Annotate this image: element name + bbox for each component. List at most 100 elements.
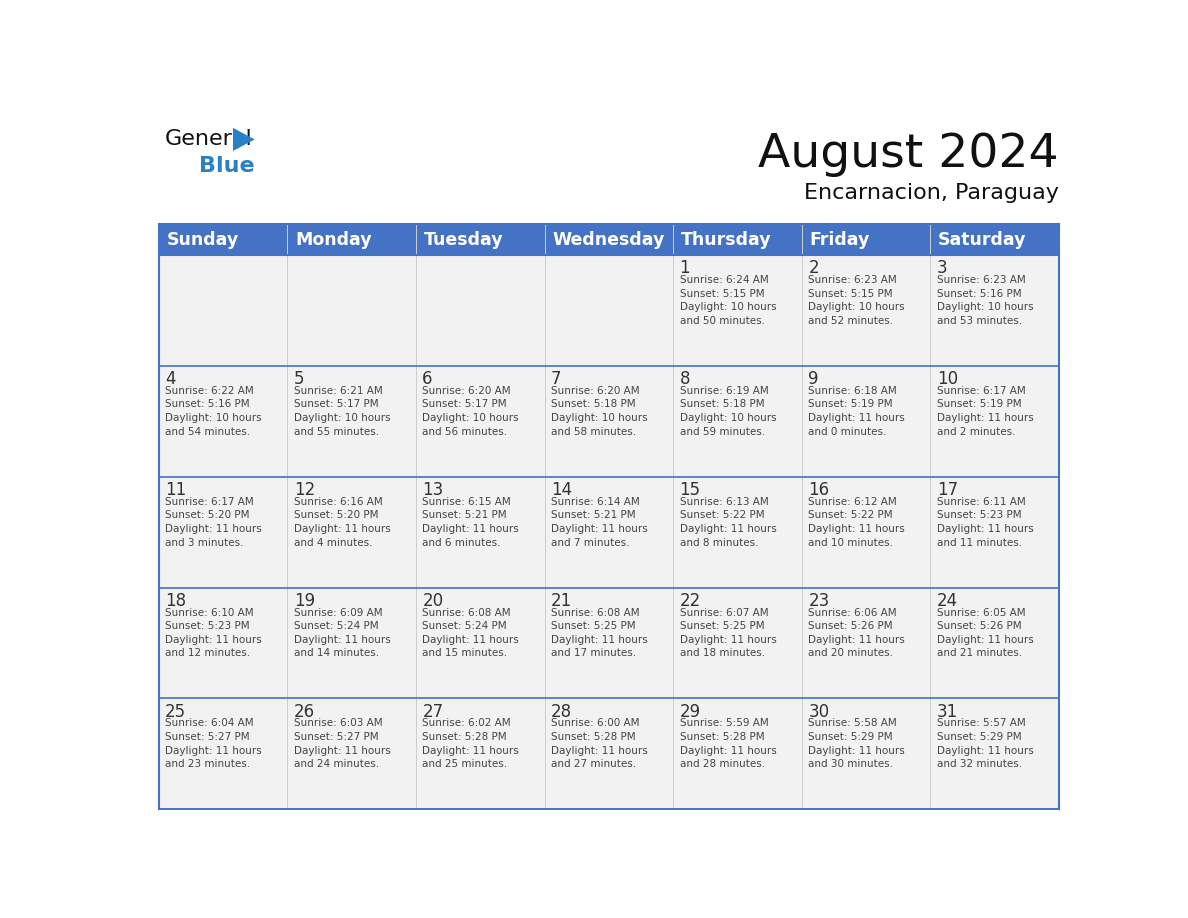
Text: Sunrise: 6:07 AM
Sunset: 5:25 PM
Daylight: 11 hours
and 18 minutes.: Sunrise: 6:07 AM Sunset: 5:25 PM Dayligh…	[680, 608, 776, 658]
Text: Sunrise: 6:03 AM
Sunset: 5:27 PM
Daylight: 11 hours
and 24 minutes.: Sunrise: 6:03 AM Sunset: 5:27 PM Dayligh…	[293, 719, 391, 769]
Bar	[674, 699, 802, 810]
Text: Sunrise: 6:13 AM
Sunset: 5:22 PM
Daylight: 11 hours
and 8 minutes.: Sunrise: 6:13 AM Sunset: 5:22 PM Dayligh…	[680, 497, 776, 547]
Bar	[930, 699, 1060, 810]
Text: Sunrise: 5:57 AM
Sunset: 5:29 PM
Daylight: 11 hours
and 32 minutes.: Sunrise: 5:57 AM Sunset: 5:29 PM Dayligh…	[937, 719, 1034, 769]
Text: 7: 7	[551, 370, 562, 388]
Text: Wednesday: Wednesday	[552, 230, 664, 249]
Bar	[674, 365, 802, 476]
Bar	[930, 588, 1060, 699]
Text: Tuesday: Tuesday	[424, 230, 504, 249]
Text: 18: 18	[165, 592, 187, 610]
Bar	[287, 588, 416, 699]
Text: 16: 16	[808, 481, 829, 498]
Bar	[802, 588, 930, 699]
Text: Sunrise: 5:59 AM
Sunset: 5:28 PM
Daylight: 11 hours
and 28 minutes.: Sunrise: 5:59 AM Sunset: 5:28 PM Dayligh…	[680, 719, 776, 769]
Text: Sunrise: 6:08 AM
Sunset: 5:24 PM
Daylight: 11 hours
and 15 minutes.: Sunrise: 6:08 AM Sunset: 5:24 PM Dayligh…	[422, 608, 519, 658]
Text: 19: 19	[293, 592, 315, 610]
Text: 29: 29	[680, 702, 701, 721]
Text: Sunrise: 6:24 AM
Sunset: 5:15 PM
Daylight: 10 hours
and 50 minutes.: Sunrise: 6:24 AM Sunset: 5:15 PM Dayligh…	[680, 274, 776, 326]
Text: 24: 24	[937, 592, 958, 610]
Text: Sunrise: 6:04 AM
Sunset: 5:27 PM
Daylight: 11 hours
and 23 minutes.: Sunrise: 6:04 AM Sunset: 5:27 PM Dayligh…	[165, 719, 261, 769]
Bar	[802, 255, 930, 365]
Text: Sunrise: 6:10 AM
Sunset: 5:23 PM
Daylight: 11 hours
and 12 minutes.: Sunrise: 6:10 AM Sunset: 5:23 PM Dayligh…	[165, 608, 261, 658]
Bar	[416, 255, 544, 365]
Bar	[544, 224, 674, 255]
Text: 22: 22	[680, 592, 701, 610]
Text: Monday: Monday	[295, 230, 372, 249]
Bar	[544, 476, 674, 588]
Text: 3: 3	[937, 259, 948, 277]
Text: 6: 6	[422, 370, 432, 388]
Text: Sunrise: 6:11 AM
Sunset: 5:23 PM
Daylight: 11 hours
and 11 minutes.: Sunrise: 6:11 AM Sunset: 5:23 PM Dayligh…	[937, 497, 1034, 547]
Text: 21: 21	[551, 592, 573, 610]
Bar	[158, 224, 287, 255]
Text: 26: 26	[293, 702, 315, 721]
Text: 14: 14	[551, 481, 573, 498]
Text: 1: 1	[680, 259, 690, 277]
Bar	[802, 699, 930, 810]
Text: 11: 11	[165, 481, 187, 498]
Text: Sunday: Sunday	[166, 230, 239, 249]
Text: 25: 25	[165, 702, 187, 721]
Text: 27: 27	[422, 702, 443, 721]
Bar	[416, 699, 544, 810]
Text: Encarnacion, Paraguay: Encarnacion, Paraguay	[804, 184, 1060, 203]
Text: Sunrise: 6:02 AM
Sunset: 5:28 PM
Daylight: 11 hours
and 25 minutes.: Sunrise: 6:02 AM Sunset: 5:28 PM Dayligh…	[422, 719, 519, 769]
Text: Sunrise: 6:15 AM
Sunset: 5:21 PM
Daylight: 11 hours
and 6 minutes.: Sunrise: 6:15 AM Sunset: 5:21 PM Dayligh…	[422, 497, 519, 547]
Bar	[158, 476, 287, 588]
Bar	[158, 699, 287, 810]
Bar	[802, 224, 930, 255]
Text: Sunrise: 6:20 AM
Sunset: 5:17 PM
Daylight: 10 hours
and 56 minutes.: Sunrise: 6:20 AM Sunset: 5:17 PM Dayligh…	[422, 386, 519, 437]
Text: 2: 2	[808, 259, 819, 277]
Text: 28: 28	[551, 702, 573, 721]
Text: Sunrise: 6:00 AM
Sunset: 5:28 PM
Daylight: 11 hours
and 27 minutes.: Sunrise: 6:00 AM Sunset: 5:28 PM Dayligh…	[551, 719, 647, 769]
Text: Sunrise: 6:06 AM
Sunset: 5:26 PM
Daylight: 11 hours
and 20 minutes.: Sunrise: 6:06 AM Sunset: 5:26 PM Dayligh…	[808, 608, 905, 658]
Bar	[287, 255, 416, 365]
Bar	[416, 588, 544, 699]
Text: Saturday: Saturday	[939, 230, 1026, 249]
Text: 15: 15	[680, 481, 701, 498]
Text: Sunrise: 6:22 AM
Sunset: 5:16 PM
Daylight: 10 hours
and 54 minutes.: Sunrise: 6:22 AM Sunset: 5:16 PM Dayligh…	[165, 386, 261, 437]
Text: 13: 13	[422, 481, 443, 498]
Bar	[287, 699, 416, 810]
Bar	[674, 255, 802, 365]
Text: 31: 31	[937, 702, 959, 721]
Text: 10: 10	[937, 370, 958, 388]
Text: Sunrise: 6:12 AM
Sunset: 5:22 PM
Daylight: 11 hours
and 10 minutes.: Sunrise: 6:12 AM Sunset: 5:22 PM Dayligh…	[808, 497, 905, 547]
Text: Sunrise: 6:17 AM
Sunset: 5:19 PM
Daylight: 11 hours
and 2 minutes.: Sunrise: 6:17 AM Sunset: 5:19 PM Dayligh…	[937, 386, 1034, 437]
Bar	[416, 365, 544, 476]
Text: 23: 23	[808, 592, 829, 610]
Text: 9: 9	[808, 370, 819, 388]
Bar	[544, 588, 674, 699]
Text: Sunrise: 6:19 AM
Sunset: 5:18 PM
Daylight: 10 hours
and 59 minutes.: Sunrise: 6:19 AM Sunset: 5:18 PM Dayligh…	[680, 386, 776, 437]
Text: Thursday: Thursday	[681, 230, 771, 249]
Text: Sunrise: 5:58 AM
Sunset: 5:29 PM
Daylight: 11 hours
and 30 minutes.: Sunrise: 5:58 AM Sunset: 5:29 PM Dayligh…	[808, 719, 905, 769]
Bar	[287, 224, 416, 255]
Bar	[544, 699, 674, 810]
Bar	[158, 588, 287, 699]
Text: Sunrise: 6:08 AM
Sunset: 5:25 PM
Daylight: 11 hours
and 17 minutes.: Sunrise: 6:08 AM Sunset: 5:25 PM Dayligh…	[551, 608, 647, 658]
Bar	[930, 365, 1060, 476]
Text: Sunrise: 6:05 AM
Sunset: 5:26 PM
Daylight: 11 hours
and 21 minutes.: Sunrise: 6:05 AM Sunset: 5:26 PM Dayligh…	[937, 608, 1034, 658]
Text: Sunrise: 6:23 AM
Sunset: 5:15 PM
Daylight: 10 hours
and 52 minutes.: Sunrise: 6:23 AM Sunset: 5:15 PM Dayligh…	[808, 274, 905, 326]
Bar	[674, 224, 802, 255]
Text: Sunrise: 6:16 AM
Sunset: 5:20 PM
Daylight: 11 hours
and 4 minutes.: Sunrise: 6:16 AM Sunset: 5:20 PM Dayligh…	[293, 497, 391, 547]
Bar	[416, 476, 544, 588]
Text: Sunrise: 6:09 AM
Sunset: 5:24 PM
Daylight: 11 hours
and 14 minutes.: Sunrise: 6:09 AM Sunset: 5:24 PM Dayligh…	[293, 608, 391, 658]
Text: 30: 30	[808, 702, 829, 721]
Bar	[802, 476, 930, 588]
Text: 12: 12	[293, 481, 315, 498]
Bar	[674, 588, 802, 699]
Bar	[287, 365, 416, 476]
Text: General: General	[165, 129, 253, 150]
Bar	[674, 476, 802, 588]
Bar	[158, 255, 287, 365]
Text: Friday: Friday	[809, 230, 870, 249]
Text: 20: 20	[422, 592, 443, 610]
Bar	[930, 255, 1060, 365]
Bar	[544, 365, 674, 476]
Bar	[158, 365, 287, 476]
Text: Sunrise: 6:20 AM
Sunset: 5:18 PM
Daylight: 10 hours
and 58 minutes.: Sunrise: 6:20 AM Sunset: 5:18 PM Dayligh…	[551, 386, 647, 437]
Bar	[802, 365, 930, 476]
Bar	[287, 476, 416, 588]
